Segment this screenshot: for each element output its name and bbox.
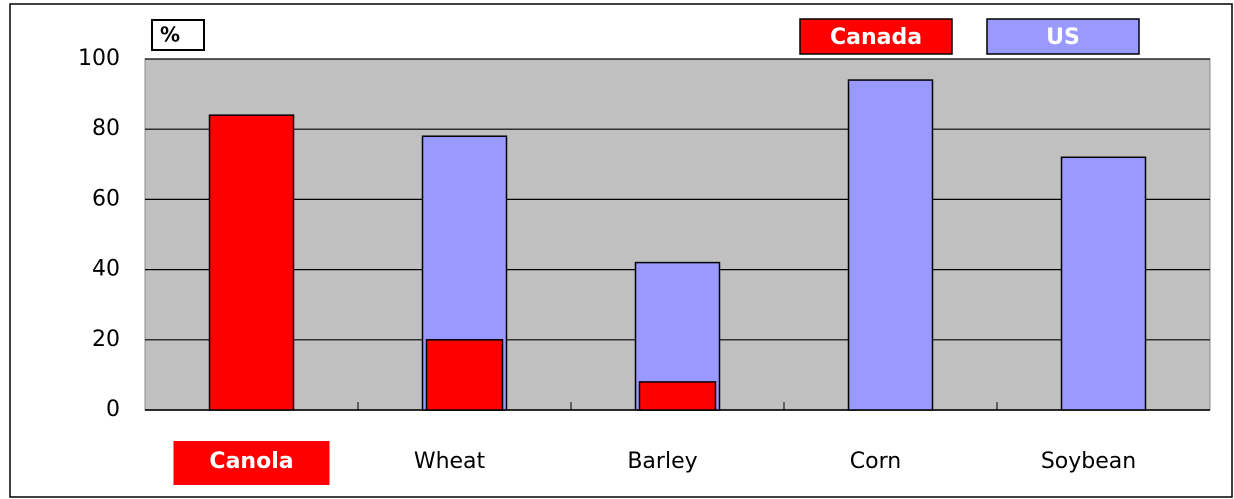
legend-swatch <box>799 18 953 55</box>
legend-label: Canada <box>830 25 922 50</box>
x-tick-label: Corn <box>850 449 901 474</box>
y-tick-label: 0 <box>106 397 120 422</box>
legend-label: US <box>1046 25 1080 50</box>
bar <box>425 339 504 411</box>
y-unit-label: % <box>160 23 180 47</box>
x-tick-label: Soybean <box>1041 449 1136 474</box>
bar <box>847 79 934 411</box>
category-highlight <box>173 441 330 485</box>
unit-box <box>151 19 205 51</box>
y-tick-label: 20 <box>92 327 120 352</box>
y-tick-label: 80 <box>92 116 120 141</box>
y-tick-label: 60 <box>92 186 120 211</box>
x-tick-label: Canola <box>209 449 293 474</box>
x-tick-label: Wheat <box>414 449 486 474</box>
legend-swatch <box>986 18 1140 55</box>
bar <box>1060 156 1147 411</box>
bar <box>638 381 717 411</box>
y-tick-label: 100 <box>78 46 120 71</box>
x-tick-label: Barley <box>627 449 697 474</box>
bar <box>208 114 295 411</box>
y-tick-label: 40 <box>92 257 120 282</box>
